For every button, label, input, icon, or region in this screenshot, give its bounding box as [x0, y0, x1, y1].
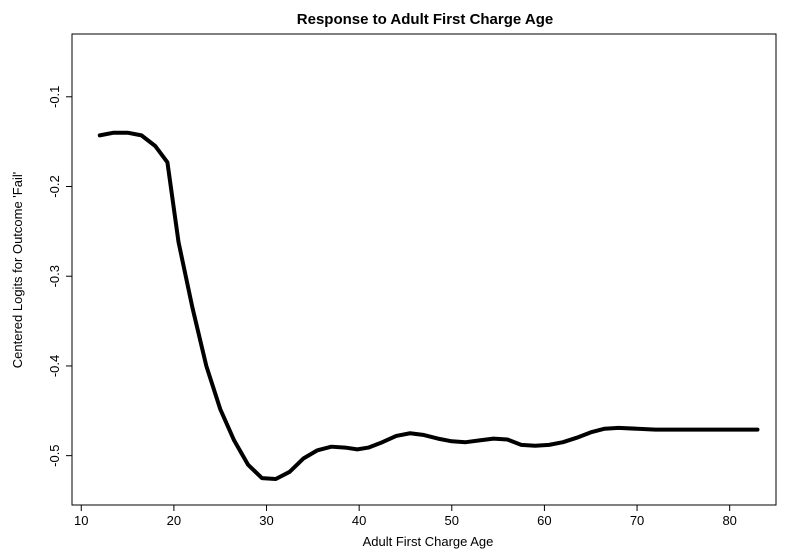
y-axis-label: Centered Logits for Outcome 'Fail' [10, 172, 25, 368]
x-axis: 10 20 30 40 50 60 70 80 [74, 505, 737, 528]
chart-title: Response to Adult First Charge Age [297, 11, 553, 28]
x-tick-label: 20 [167, 513, 181, 528]
y-axis: -0.5 -0.4 -0.3 -0.2 -0.1 [47, 86, 72, 467]
y-tick-label: -0.3 [47, 265, 62, 287]
x-tick-label: 50 [445, 513, 459, 528]
x-tick-label: 40 [352, 513, 366, 528]
plot-frame [71, 33, 777, 506]
y-tick-label: -0.1 [47, 86, 62, 108]
x-tick-label: 70 [630, 513, 644, 528]
x-axis-label: Adult First Charge Age [363, 534, 494, 549]
y-tick-label: -0.5 [47, 444, 62, 466]
x-tick-label: 10 [74, 513, 88, 528]
y-tick-label: -0.4 [47, 355, 62, 377]
x-tick-label: 30 [259, 513, 273, 528]
series-line [97, 130, 760, 481]
y-tick-label: -0.2 [47, 175, 62, 197]
x-tick-label: 80 [722, 513, 736, 528]
x-tick-label: 60 [537, 513, 551, 528]
